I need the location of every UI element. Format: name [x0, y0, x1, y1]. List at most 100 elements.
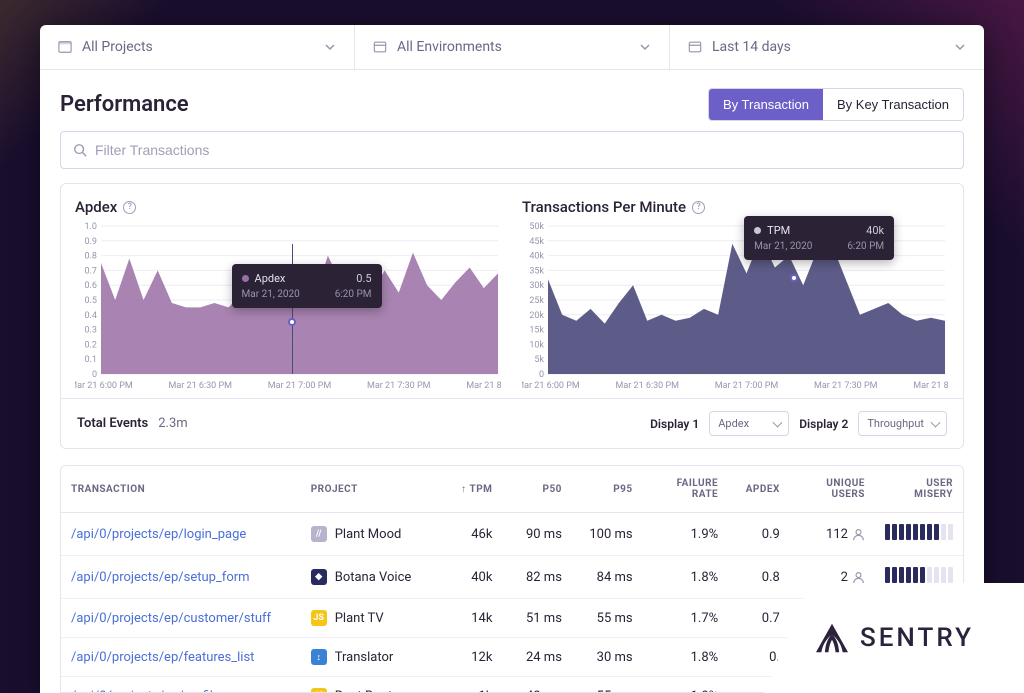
svg-text:35k: 35k [529, 266, 544, 276]
transaction-link[interactable]: /api/0/projects/ep/login_page [61, 513, 301, 556]
col-p50[interactable]: P50 [502, 466, 572, 513]
svg-text:Mar 21 6:30 PM: Mar 21 6:30 PM [168, 381, 232, 391]
svg-text:Mar 21 6:00 PM: Mar 21 6:00 PM [75, 381, 133, 391]
projects-filter[interactable]: All Projects [40, 25, 355, 69]
col-transaction[interactable]: Transaction [61, 466, 301, 513]
transaction-link[interactable]: /api/0/projects/ep/profile_page [61, 677, 301, 693]
svg-text:25k: 25k [529, 296, 544, 306]
svg-text:Mar 21 7:00 PM: Mar 21 7:00 PM [715, 381, 779, 391]
svg-text:15k: 15k [529, 326, 544, 336]
search-input[interactable] [95, 142, 951, 158]
calendar-icon [688, 40, 702, 54]
col-failure[interactable]: Failure Rate [643, 466, 729, 513]
display2-select[interactable]: Throughput [858, 411, 947, 436]
p95-cell: 55 ms [572, 677, 643, 693]
p50-cell: 24 ms [502, 638, 572, 677]
search-box[interactable] [60, 131, 964, 169]
tpm-tooltip: TPM 40k Mar 21, 2020 6:20 PM [744, 216, 894, 260]
tooltip-date: Mar 21, 2020 [754, 241, 812, 252]
total-events-value: 2.3m [158, 416, 187, 431]
col-p95[interactable]: P95 [572, 466, 643, 513]
failure-cell: 1.8% [643, 556, 729, 599]
chevron-down-icon [954, 41, 966, 53]
tooltip-time: 6:20 PM [847, 241, 884, 252]
timerange-filter-label: Last 14 days [712, 39, 791, 55]
p50-cell: 82 ms [502, 556, 572, 599]
svg-text:0.5: 0.5 [85, 296, 98, 306]
svg-text:0: 0 [92, 370, 97, 380]
svg-text:Mar 21 7:30 PM: Mar 21 7:30 PM [814, 381, 878, 391]
col-apdex[interactable]: Apdex [728, 466, 790, 513]
project-cell: ◆Botana Voice [301, 556, 434, 599]
tpm-cell: 1k [434, 677, 503, 693]
p95-cell: 55 ms [572, 599, 643, 638]
help-icon[interactable]: ? [692, 201, 705, 214]
filter-bar: All Projects All Environments Last 14 da… [40, 25, 984, 70]
svg-text:0: 0 [539, 370, 544, 380]
svg-text:Mar 21 6:30 PM: Mar 21 6:30 PM [615, 381, 679, 391]
apdex-tooltip: Apdex 0.5 Mar 21, 2020 6:20 PM [232, 264, 382, 308]
col-project[interactable]: Project [301, 466, 434, 513]
svg-text:Mar 21 7:30 PM: Mar 21 7:30 PM [367, 381, 431, 391]
failure-cell: 1.9% [643, 513, 729, 556]
svg-text:0.7: 0.7 [85, 266, 98, 276]
page-title: Performance [60, 92, 189, 117]
tab-by-key-transaction[interactable]: By Key Transaction [823, 89, 963, 120]
svg-text:0.3: 0.3 [85, 326, 98, 336]
svg-text:Mar 21 8:00 PM: Mar 21 8:00 PM [466, 381, 502, 391]
tooltip-value: 0.5 [356, 272, 371, 285]
display1-label: Display 1 [650, 417, 699, 431]
apdex-cell: 0.9 [728, 513, 790, 556]
tpm-cell: 46k [434, 513, 503, 556]
search-icon [73, 143, 87, 157]
total-events-label: Total Events [77, 416, 148, 431]
charts-card: Apdex ? 00.10.20.30.40.50.60.70.80.91.0M… [60, 183, 964, 449]
col-misery[interactable]: User Misery [875, 466, 963, 513]
help-icon[interactable]: ? [123, 201, 136, 214]
svg-text:Mar 21 8:00 PM: Mar 21 8:00 PM [913, 381, 949, 391]
misery-bars [885, 524, 953, 540]
transaction-link[interactable]: /api/0/projects/ep/features_list [61, 638, 301, 677]
misery-cell [875, 513, 963, 556]
p95-cell: 100 ms [572, 513, 643, 556]
transaction-link[interactable]: /api/0/projects/ep/customer/stuff [61, 599, 301, 638]
svg-text:45k: 45k [529, 237, 544, 247]
apdex-chart-title: Apdex [75, 198, 117, 216]
svg-text:Mar 21 6:00 PM: Mar 21 6:00 PM [522, 381, 580, 391]
project-cell: ↕Translator [301, 638, 434, 677]
projects-icon [58, 40, 72, 54]
tab-by-transaction[interactable]: By Transaction [709, 89, 823, 120]
header-row: Performance By Transaction By Key Transa… [40, 70, 984, 131]
col-users[interactable]: Unique Users [790, 466, 875, 513]
col-tpm[interactable]: ↑TPM [434, 466, 503, 513]
svg-text:5k: 5k [534, 355, 544, 365]
display1-select[interactable]: Apdex [709, 411, 789, 436]
users-cell: 112 [790, 513, 875, 556]
tooltip-value: 40k [866, 224, 884, 237]
svg-text:0.9: 0.9 [85, 237, 98, 247]
display2-label: Display 2 [799, 417, 848, 431]
tpm-chart: Transactions Per Minute ? 05k10k15k20k25… [522, 198, 949, 392]
project-cell: //Plant Mood [301, 513, 434, 556]
tooltip-date: Mar 21, 2020 [242, 289, 300, 300]
svg-text:0.8: 0.8 [85, 252, 98, 262]
svg-text:0.1: 0.1 [85, 355, 98, 365]
svg-text:0.6: 0.6 [85, 281, 98, 291]
svg-text:10k: 10k [529, 340, 544, 350]
totals-row: Total Events 2.3m Display 1 Apdex Displa… [61, 398, 963, 448]
failure-cell: 1.8% [643, 677, 729, 693]
environments-filter-label: All Environments [397, 39, 502, 55]
svg-text:30k: 30k [529, 281, 544, 291]
view-tabs: By Transaction By Key Transaction [708, 88, 964, 121]
environments-filter[interactable]: All Environments [355, 25, 670, 69]
failure-cell: 1.8% [643, 638, 729, 677]
timerange-filter[interactable]: Last 14 days [670, 25, 984, 69]
projects-filter-label: All Projects [82, 39, 153, 55]
tpm-cell: 12k [434, 638, 503, 677]
project-cell: JSRoot Boot [301, 677, 434, 693]
svg-text:0.4: 0.4 [85, 311, 98, 321]
transaction-link[interactable]: /api/0/projects/ep/setup_form [61, 556, 301, 599]
svg-text:1.0: 1.0 [85, 222, 98, 232]
tooltip-time: 6:20 PM [335, 289, 372, 300]
p95-cell: 30 ms [572, 638, 643, 677]
